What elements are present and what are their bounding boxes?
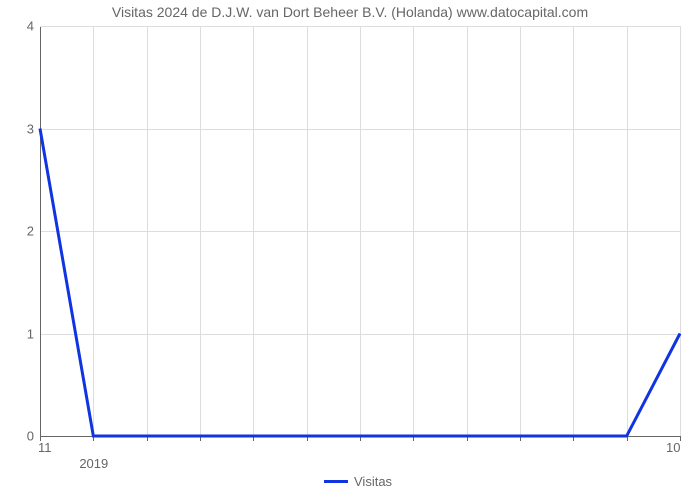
- chart-title: Visitas 2024 de D.J.W. van Dort Beheer B…: [0, 4, 700, 20]
- y-tick-label: 3: [27, 121, 34, 136]
- legend: Visitas: [324, 474, 392, 489]
- legend-label: Visitas: [354, 474, 392, 489]
- y-tick-label: 0: [27, 429, 34, 444]
- y-tick-label: 1: [27, 326, 34, 341]
- chart-container: Visitas 2024 de D.J.W. van Dort Beheer B…: [0, 0, 700, 500]
- line-series: [40, 26, 680, 436]
- plot-border-right: [680, 26, 681, 436]
- x-label-year: 2019: [79, 456, 108, 471]
- x-label-left: 11: [38, 440, 52, 455]
- x-label-right: 10: [666, 440, 680, 455]
- y-tick-label: 2: [27, 224, 34, 239]
- plot-area: [40, 26, 680, 436]
- legend-swatch: [324, 480, 348, 483]
- y-tick-label: 4: [27, 19, 34, 34]
